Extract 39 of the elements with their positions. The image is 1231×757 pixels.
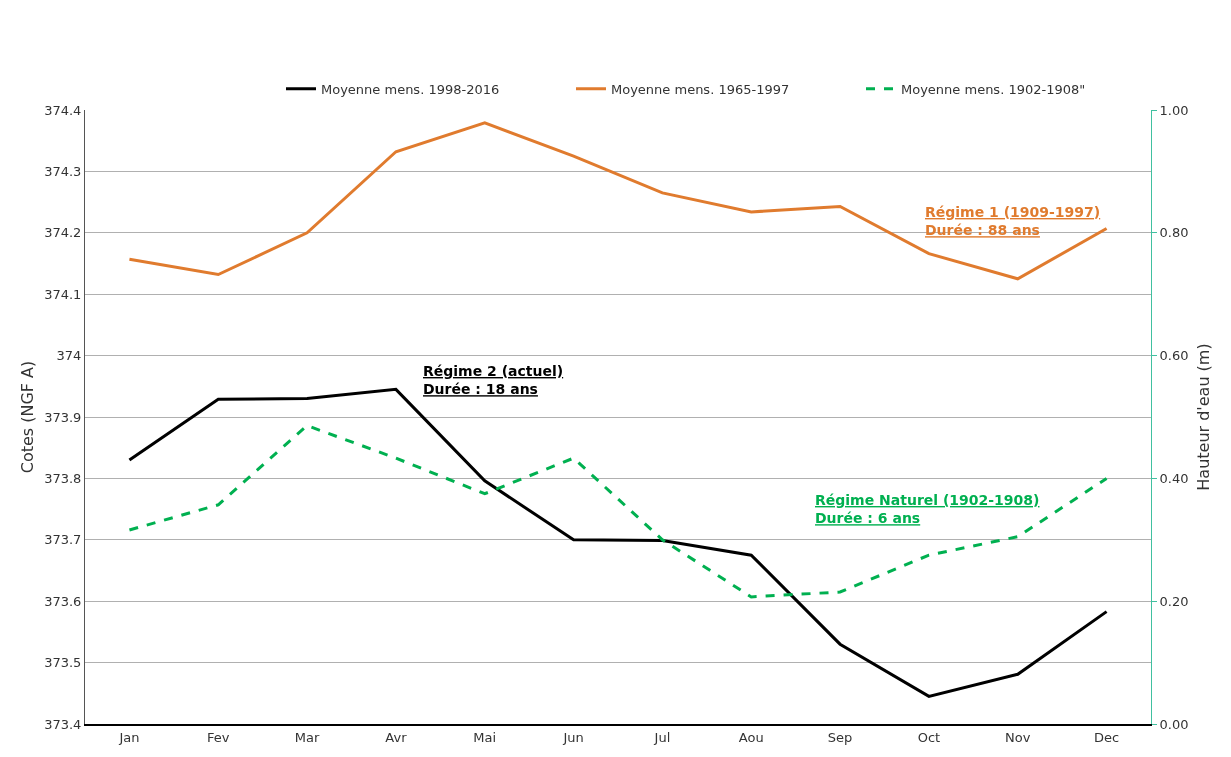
y-tick-label: 373.9 <box>44 409 82 425</box>
x-tick-label: Mai <box>473 729 497 745</box>
y-tick-label: 373.7 <box>44 532 82 548</box>
x-tick-label: Avr <box>385 729 408 745</box>
y-tick-label: 374.4 <box>44 102 82 118</box>
y-tick-label: 374 <box>56 348 82 364</box>
y2-tick-label: 0.80 <box>1159 225 1189 241</box>
x-tick-label: Jul <box>653 729 671 745</box>
y-tick-label: 373.8 <box>44 470 82 486</box>
y-axis-title: Cotes (NGF A) <box>18 360 38 474</box>
x-tick-label: Jun <box>562 729 584 745</box>
y2-tick-label: 0.20 <box>1159 593 1189 609</box>
x-tick-label: Aou <box>738 729 764 745</box>
annotation: Régime 1 (1909-1997) Durée : 88 ans <box>925 204 1101 239</box>
annotation: Régime Naturel (1902-1908) Durée : 6 ans <box>815 492 1040 527</box>
y-tick-label: 373.4 <box>44 716 82 732</box>
y-tick-label: 373.5 <box>44 655 82 671</box>
x-tick-label: Dec <box>1094 729 1120 745</box>
legend-label: Moyenne mens. 1902-1908" <box>901 81 1086 97</box>
y-tick-label: 373.6 <box>44 593 82 609</box>
line-series <box>127 121 1109 281</box>
annotation: Régime 2 (actuel) Durée : 18 ans <box>423 363 564 398</box>
y-tick-label: 374.1 <box>44 286 82 302</box>
y-tick-label: 374.2 <box>44 225 82 241</box>
x-tick-label: Mar <box>294 729 320 745</box>
x-tick-label: Nov <box>1005 729 1031 745</box>
y2-tick-label: 0.60 <box>1159 348 1189 364</box>
line-series <box>127 424 1109 599</box>
legend-label: Moyenne mens. 1998-2016 <box>321 81 500 97</box>
x-tick-label: Sep <box>827 729 853 745</box>
x-tick-label: Oct <box>917 729 941 745</box>
y2-axis-title: Hauteur d'eau (m) <box>1194 343 1214 491</box>
y2-tick-label: 1.00 <box>1159 102 1189 118</box>
y-tick-label: 374.3 <box>44 163 82 179</box>
legend-label: Moyenne mens. 1965-1997 <box>611 81 790 97</box>
y2-tick-label: 0.00 <box>1159 716 1189 732</box>
x-tick-label: Jan <box>118 729 140 745</box>
y2-tick-label: 0.40 <box>1159 470 1189 486</box>
x-tick-label: Fev <box>207 729 230 745</box>
